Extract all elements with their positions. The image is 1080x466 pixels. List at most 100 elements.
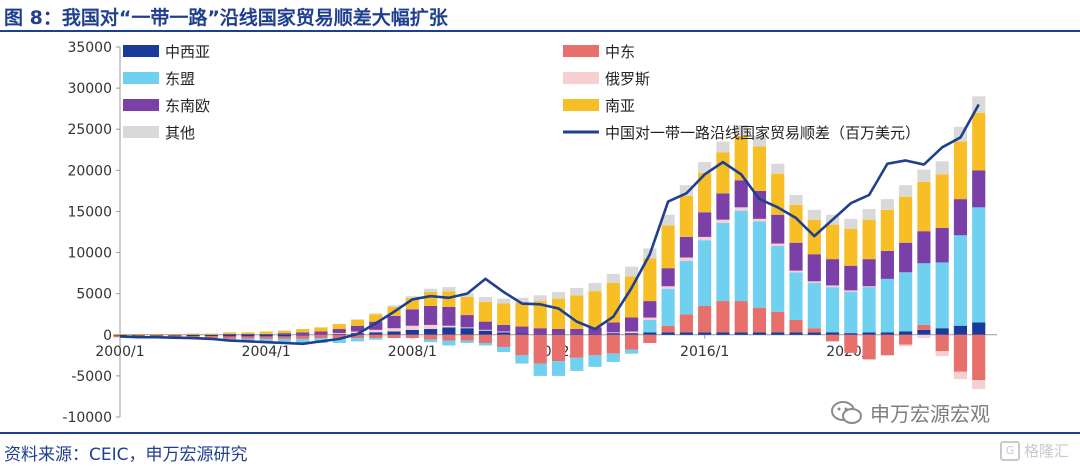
bar-middle-east	[844, 334, 858, 353]
bar-central-west-asia	[825, 332, 840, 335]
bar-central-west-asia	[679, 332, 693, 335]
bar-others	[899, 185, 913, 197]
bar-middle-east	[716, 301, 730, 333]
bar-middle-east	[387, 334, 401, 339]
bar-central-west-asia	[296, 334, 310, 336]
wechat-icon	[830, 399, 864, 427]
y-tick-label: 5000	[76, 287, 112, 303]
bar-asean	[917, 263, 931, 325]
bar-middle-east	[862, 334, 876, 360]
bar-se-europe	[570, 329, 584, 334]
bar-se-europe	[460, 315, 474, 328]
legend-label-se-europe: 东南欧	[165, 97, 210, 115]
bar-south-asia	[698, 172, 712, 213]
bar-central-west-asia	[186, 334, 200, 337]
bar-others	[625, 266, 639, 277]
bar-middle-east	[478, 334, 492, 343]
bar-others	[606, 273, 620, 283]
legend-item-central-west-asia: 中西亚	[123, 43, 210, 61]
y-tick-label: 15000	[67, 204, 112, 220]
bar-south-asia	[478, 301, 492, 322]
bar-south-asia	[186, 333, 200, 335]
bar-asean	[807, 282, 821, 329]
bar-se-europe	[862, 259, 876, 287]
bar-south-asia	[734, 135, 748, 181]
bar-central-west-asia	[606, 333, 620, 335]
bar-middle-east	[204, 336, 218, 339]
bar-central-west-asia	[752, 332, 767, 335]
bar-se-europe	[533, 328, 547, 334]
bar-middle-east	[570, 334, 584, 358]
bar-middle-east	[369, 334, 383, 339]
bar-russia	[625, 331, 639, 334]
top-rule	[0, 30, 1080, 32]
bar-others	[424, 288, 438, 293]
bar-others	[716, 141, 730, 153]
bar-central-west-asia	[369, 332, 383, 335]
bar-se-europe	[223, 333, 237, 335]
bar-south-asia	[296, 329, 310, 333]
bar-middle-east	[424, 334, 438, 340]
bar-asean	[332, 338, 346, 343]
bar-se-europe	[588, 327, 602, 334]
bar-se-europe	[332, 329, 346, 334]
bar-central-west-asia	[478, 330, 492, 335]
bar-se-europe	[515, 326, 529, 334]
bar-central-west-asia	[259, 334, 273, 337]
bar-south-asia	[953, 141, 968, 200]
bar-middle-east	[625, 334, 639, 350]
bar-others	[442, 287, 456, 292]
bar-south-asia	[369, 314, 383, 322]
bar-others	[862, 208, 876, 220]
bar-south-asia	[917, 181, 931, 232]
bar-others	[698, 162, 712, 173]
bar-middle-east	[917, 324, 931, 330]
bar-others	[917, 169, 931, 182]
bar-central-west-asia	[953, 325, 968, 335]
bar-south-asia	[405, 297, 419, 310]
bar-russia	[424, 324, 438, 330]
bar-south-asia	[533, 301, 547, 329]
bar-central-west-asia	[387, 331, 401, 335]
bar-asean	[588, 355, 602, 367]
legend-swatch-russia	[563, 72, 599, 84]
bar-se-europe	[899, 242, 913, 273]
bar-asean	[734, 210, 748, 302]
bar-russia	[844, 290, 858, 293]
bar-others	[478, 296, 492, 302]
watermark: 申万宏源宏观	[830, 398, 990, 427]
bar-se-europe	[698, 212, 712, 237]
bar-se-europe	[953, 199, 968, 236]
bar-russia	[935, 351, 949, 357]
bar-central-west-asia	[899, 331, 913, 335]
bar-asean	[862, 287, 876, 333]
bar-asean	[844, 292, 858, 334]
legend-item-others: 其他	[123, 124, 195, 142]
bar-south-asia	[825, 224, 840, 260]
legend-item-russia: 俄罗斯	[563, 70, 650, 88]
bar-central-west-asia	[533, 333, 547, 335]
bar-russia	[405, 325, 419, 330]
bar-middle-east	[661, 325, 675, 333]
bar-south-asia	[679, 195, 693, 237]
bar-se-europe	[442, 306, 456, 326]
bar-others	[880, 199, 894, 210]
bar-south-asia	[460, 296, 474, 316]
bar-central-west-asia	[588, 333, 602, 335]
bar-middle-east	[643, 334, 657, 343]
bar-middle-east	[825, 334, 840, 342]
bar-others	[497, 298, 511, 304]
bar-se-europe	[350, 325, 365, 332]
bar-middle-east	[332, 334, 346, 339]
bar-central-west-asia	[241, 334, 255, 337]
bar-russia	[460, 327, 474, 329]
bar-central-west-asia	[789, 332, 803, 335]
bar-others	[588, 282, 602, 292]
bar-russia	[771, 243, 785, 246]
bar-asean	[698, 240, 712, 306]
bar-south-asia	[424, 292, 438, 306]
bar-se-europe	[789, 242, 803, 271]
bar-russia	[442, 325, 456, 328]
bar-se-europe	[241, 333, 255, 335]
